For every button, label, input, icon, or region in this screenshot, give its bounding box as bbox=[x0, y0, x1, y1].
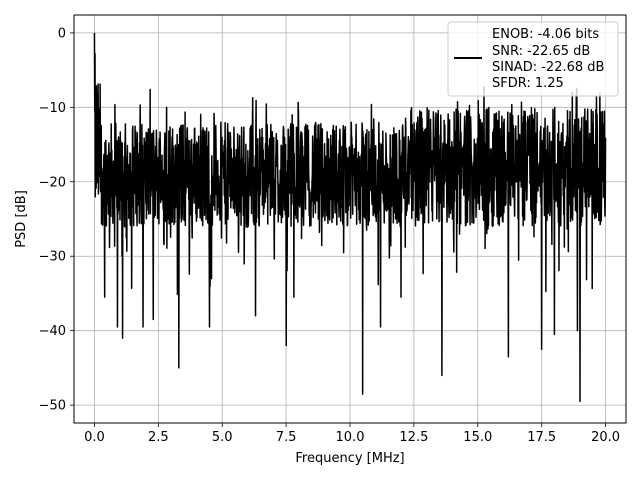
x-axis-label: Frequency [MHz] bbox=[295, 451, 404, 466]
x-tick-label: 20.0 bbox=[591, 430, 620, 445]
y-tick-label: −40 bbox=[39, 324, 66, 339]
y-tick-label: −50 bbox=[39, 399, 66, 414]
legend-box bbox=[447, 21, 619, 97]
y-tick-label: −30 bbox=[39, 250, 66, 265]
x-tick-label: 17.5 bbox=[527, 430, 556, 445]
y-tick-label: −10 bbox=[39, 101, 66, 116]
y-axis: 0 −10 −20 −30 −40 −50 bbox=[39, 26, 74, 414]
x-tick-label: 7.5 bbox=[276, 430, 297, 445]
x-tick-label: 12.5 bbox=[399, 430, 428, 445]
legend-entry-enob: ENOB: -4.06 bits bbox=[492, 27, 599, 42]
legend-entry-snr: SNR: -22.65 dB bbox=[492, 44, 590, 59]
y-tick-label: −20 bbox=[39, 175, 66, 190]
legend-entry-sinad: SINAD: -22.68 dB bbox=[492, 60, 604, 75]
series-layer bbox=[93, 32, 607, 403]
y-tick-label: 0 bbox=[58, 26, 66, 41]
y-axis-label: PSD [dB] bbox=[14, 190, 29, 248]
x-axis: 0.0 2.5 5.0 7.5 10.0 12.5 15.0 17.5 20.0 bbox=[84, 423, 620, 445]
psd-series-line bbox=[93, 32, 607, 403]
x-tick-label: 2.5 bbox=[148, 430, 169, 445]
x-tick-label: 15.0 bbox=[463, 430, 492, 445]
x-tick-label: 5.0 bbox=[212, 430, 233, 445]
legend-entry-sfdr: SFDR: 1.25 bbox=[492, 76, 564, 91]
x-tick-label: 10.0 bbox=[336, 430, 365, 445]
x-tick-label: 0.0 bbox=[84, 430, 105, 445]
legend: ENOB: -4.06 bits SNR: -22.65 dB SINAD: -… bbox=[447, 21, 619, 97]
